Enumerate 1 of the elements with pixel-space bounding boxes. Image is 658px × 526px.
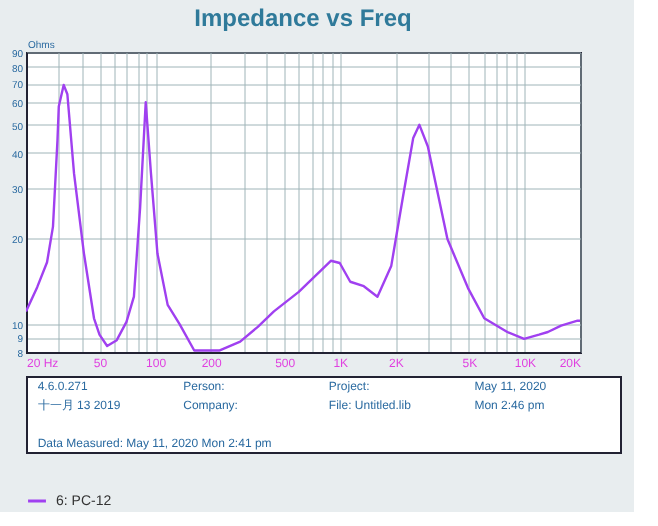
chart-title: Impedance vs Freq	[194, 4, 412, 32]
